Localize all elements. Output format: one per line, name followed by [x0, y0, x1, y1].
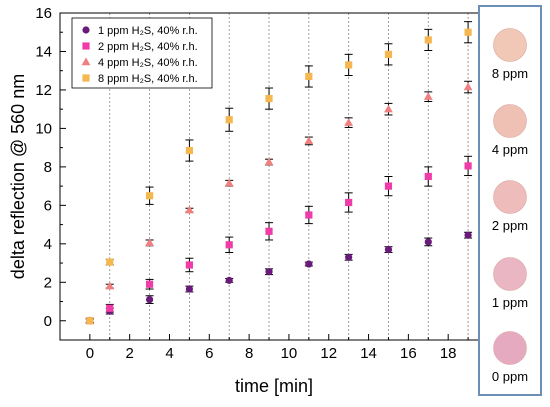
x-tick-label: 2 — [126, 345, 134, 362]
legend-entry: 2 ppm H₂S, 40% r.h. — [98, 41, 198, 53]
legend-marker — [82, 74, 90, 82]
data-point — [424, 172, 432, 181]
sensor-spot-label: 0 ppm — [492, 369, 528, 384]
sensor-spot-label: 1 ppm — [492, 295, 528, 310]
y-axis-label: delta reflection @ 560 nm — [8, 74, 28, 279]
data-point — [464, 162, 472, 170]
sensor-spot-label: 8 ppm — [492, 66, 528, 81]
y-tick-label: 4 — [44, 236, 52, 253]
x-tick-label: 6 — [205, 345, 213, 362]
legend-marker — [82, 42, 90, 50]
data-point — [305, 211, 313, 219]
data-point — [145, 192, 154, 200]
sensor-panel: 8 ppm 4 ppm 2 ppm 1 ppm 0 ppm — [478, 5, 542, 396]
sensor-spot — [493, 331, 527, 365]
y-tick-label: 0 — [44, 313, 52, 330]
data-point — [105, 281, 115, 290]
y-tick-label: 12 — [35, 82, 52, 99]
data-point — [305, 260, 313, 268]
data-points — [85, 28, 473, 325]
x-tick-label: 12 — [320, 345, 337, 362]
x-tick-label: 18 — [440, 345, 457, 362]
sensor-spot-label: 2 ppm — [492, 218, 528, 233]
legend-entry: 1 ppm H₂S, 40% r.h. — [98, 25, 198, 37]
x-tick-label: 10 — [281, 345, 298, 362]
legend-entry: 4 ppm H₂S, 40% r.h. — [98, 57, 198, 69]
sensor-spot — [493, 104, 527, 138]
data-point — [304, 136, 314, 145]
data-point — [225, 276, 233, 284]
sensor-spot — [493, 28, 527, 62]
data-point — [145, 280, 154, 288]
y-tick-label: 16 — [35, 5, 52, 22]
data-point — [225, 116, 233, 124]
data-point — [265, 227, 273, 235]
x-tick-label: 14 — [360, 345, 377, 362]
data-point — [344, 118, 354, 126]
data-point — [463, 82, 473, 91]
data-point — [384, 50, 393, 58]
data-point — [106, 304, 114, 312]
data-point — [305, 72, 313, 81]
legend-box — [71, 17, 213, 89]
legend: 1 ppm H₂S, 40% r.h. 2 ppm H₂S, 40% r.h. 4 … — [71, 17, 213, 89]
legend-entry: 8 ppm H₂S, 40% r.h. — [98, 73, 198, 85]
data-point — [145, 238, 154, 247]
y-tick-label: 8 — [44, 159, 52, 176]
data-point — [185, 261, 193, 269]
data-point — [265, 94, 273, 103]
data-point — [384, 245, 393, 254]
data-point — [345, 61, 353, 69]
data-point — [384, 104, 393, 113]
data-point — [265, 268, 273, 276]
x-tick-label: 8 — [245, 345, 253, 362]
data-point — [264, 157, 274, 166]
y-tick-label: 14 — [35, 43, 52, 60]
data-point — [464, 28, 472, 36]
sensor-spot-label: 4 ppm — [492, 142, 528, 157]
x-tick-label: 0 — [86, 345, 94, 362]
data-point — [345, 198, 353, 207]
data-point — [225, 241, 233, 249]
y-tick-label: 6 — [44, 197, 52, 214]
data-point — [345, 253, 353, 261]
data-point — [185, 285, 193, 293]
data-point — [184, 205, 194, 214]
x-axis-label: time [min] — [235, 376, 313, 396]
data-point — [224, 178, 234, 187]
axis-ticks — [60, 12, 489, 340]
x-tick-label: 16 — [400, 345, 417, 362]
data-point — [423, 92, 433, 100]
data-point — [464, 231, 472, 239]
data-point — [145, 296, 154, 304]
tick-labels: 024681012141618200246810121416 — [35, 5, 496, 362]
sensor-spot — [493, 257, 527, 291]
y-tick-label: 2 — [44, 274, 52, 291]
data-point — [185, 146, 193, 155]
data-point — [106, 258, 114, 266]
data-point — [86, 317, 94, 325]
data-point — [424, 36, 432, 44]
sensor-spot — [493, 180, 527, 214]
data-point — [384, 182, 393, 190]
x-tick-label: 4 — [165, 345, 173, 362]
data-point — [424, 238, 432, 246]
legend-marker — [81, 57, 91, 66]
y-tick-label: 10 — [35, 120, 52, 137]
legend-marker — [82, 26, 90, 34]
